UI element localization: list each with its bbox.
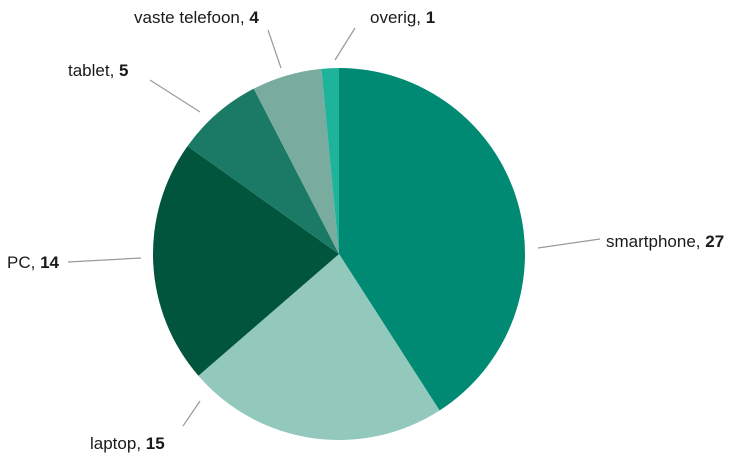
slice-label-text: smartphone,	[606, 232, 705, 251]
pie-slice-tablet	[187, 88, 339, 255]
pie-slice-vaste-telefoon	[253, 68, 339, 254]
pie-slice-overig	[321, 68, 339, 254]
label-leader-lines	[67, 27, 601, 427]
slice-label-text: tablet,	[68, 61, 119, 80]
pie-slice-PC	[153, 146, 339, 376]
slice-label-laptop: laptop, 15	[90, 434, 165, 453]
leader-line-overig	[334, 27, 356, 61]
slice-label-value: 15	[146, 434, 165, 453]
slice-label-smartphone: smartphone, 27	[606, 232, 724, 251]
slice-label-text: vaste telefoon,	[134, 8, 249, 27]
slice-label-text: overig,	[370, 8, 426, 27]
leader-line-smartphone	[537, 238, 601, 249]
slice-label-overig: overig, 1	[370, 8, 435, 27]
slice-label-value: 5	[119, 61, 128, 80]
slice-label-tablet: tablet, 5	[68, 61, 129, 80]
pie-slice-smartphone	[339, 68, 525, 411]
slice-label-vaste-telefoon: vaste telefoon, 4	[134, 8, 259, 27]
leader-line-tablet	[149, 79, 201, 113]
slice-label-value: 27	[705, 232, 724, 251]
leader-line-vaste-telefoon	[267, 29, 282, 69]
slice-label-PC: PC, 14	[7, 253, 60, 272]
leader-line-laptop	[182, 400, 201, 427]
pie-slice-laptop	[198, 254, 440, 440]
slice-label-value: 4	[249, 8, 259, 27]
slice-label-text: laptop,	[90, 434, 146, 453]
leader-line-PC	[67, 257, 142, 263]
slice-label-value: 14	[40, 253, 59, 272]
slice-label-value: 1	[426, 8, 435, 27]
slice-label-text: PC,	[7, 253, 40, 272]
pie-slices	[153, 68, 525, 440]
